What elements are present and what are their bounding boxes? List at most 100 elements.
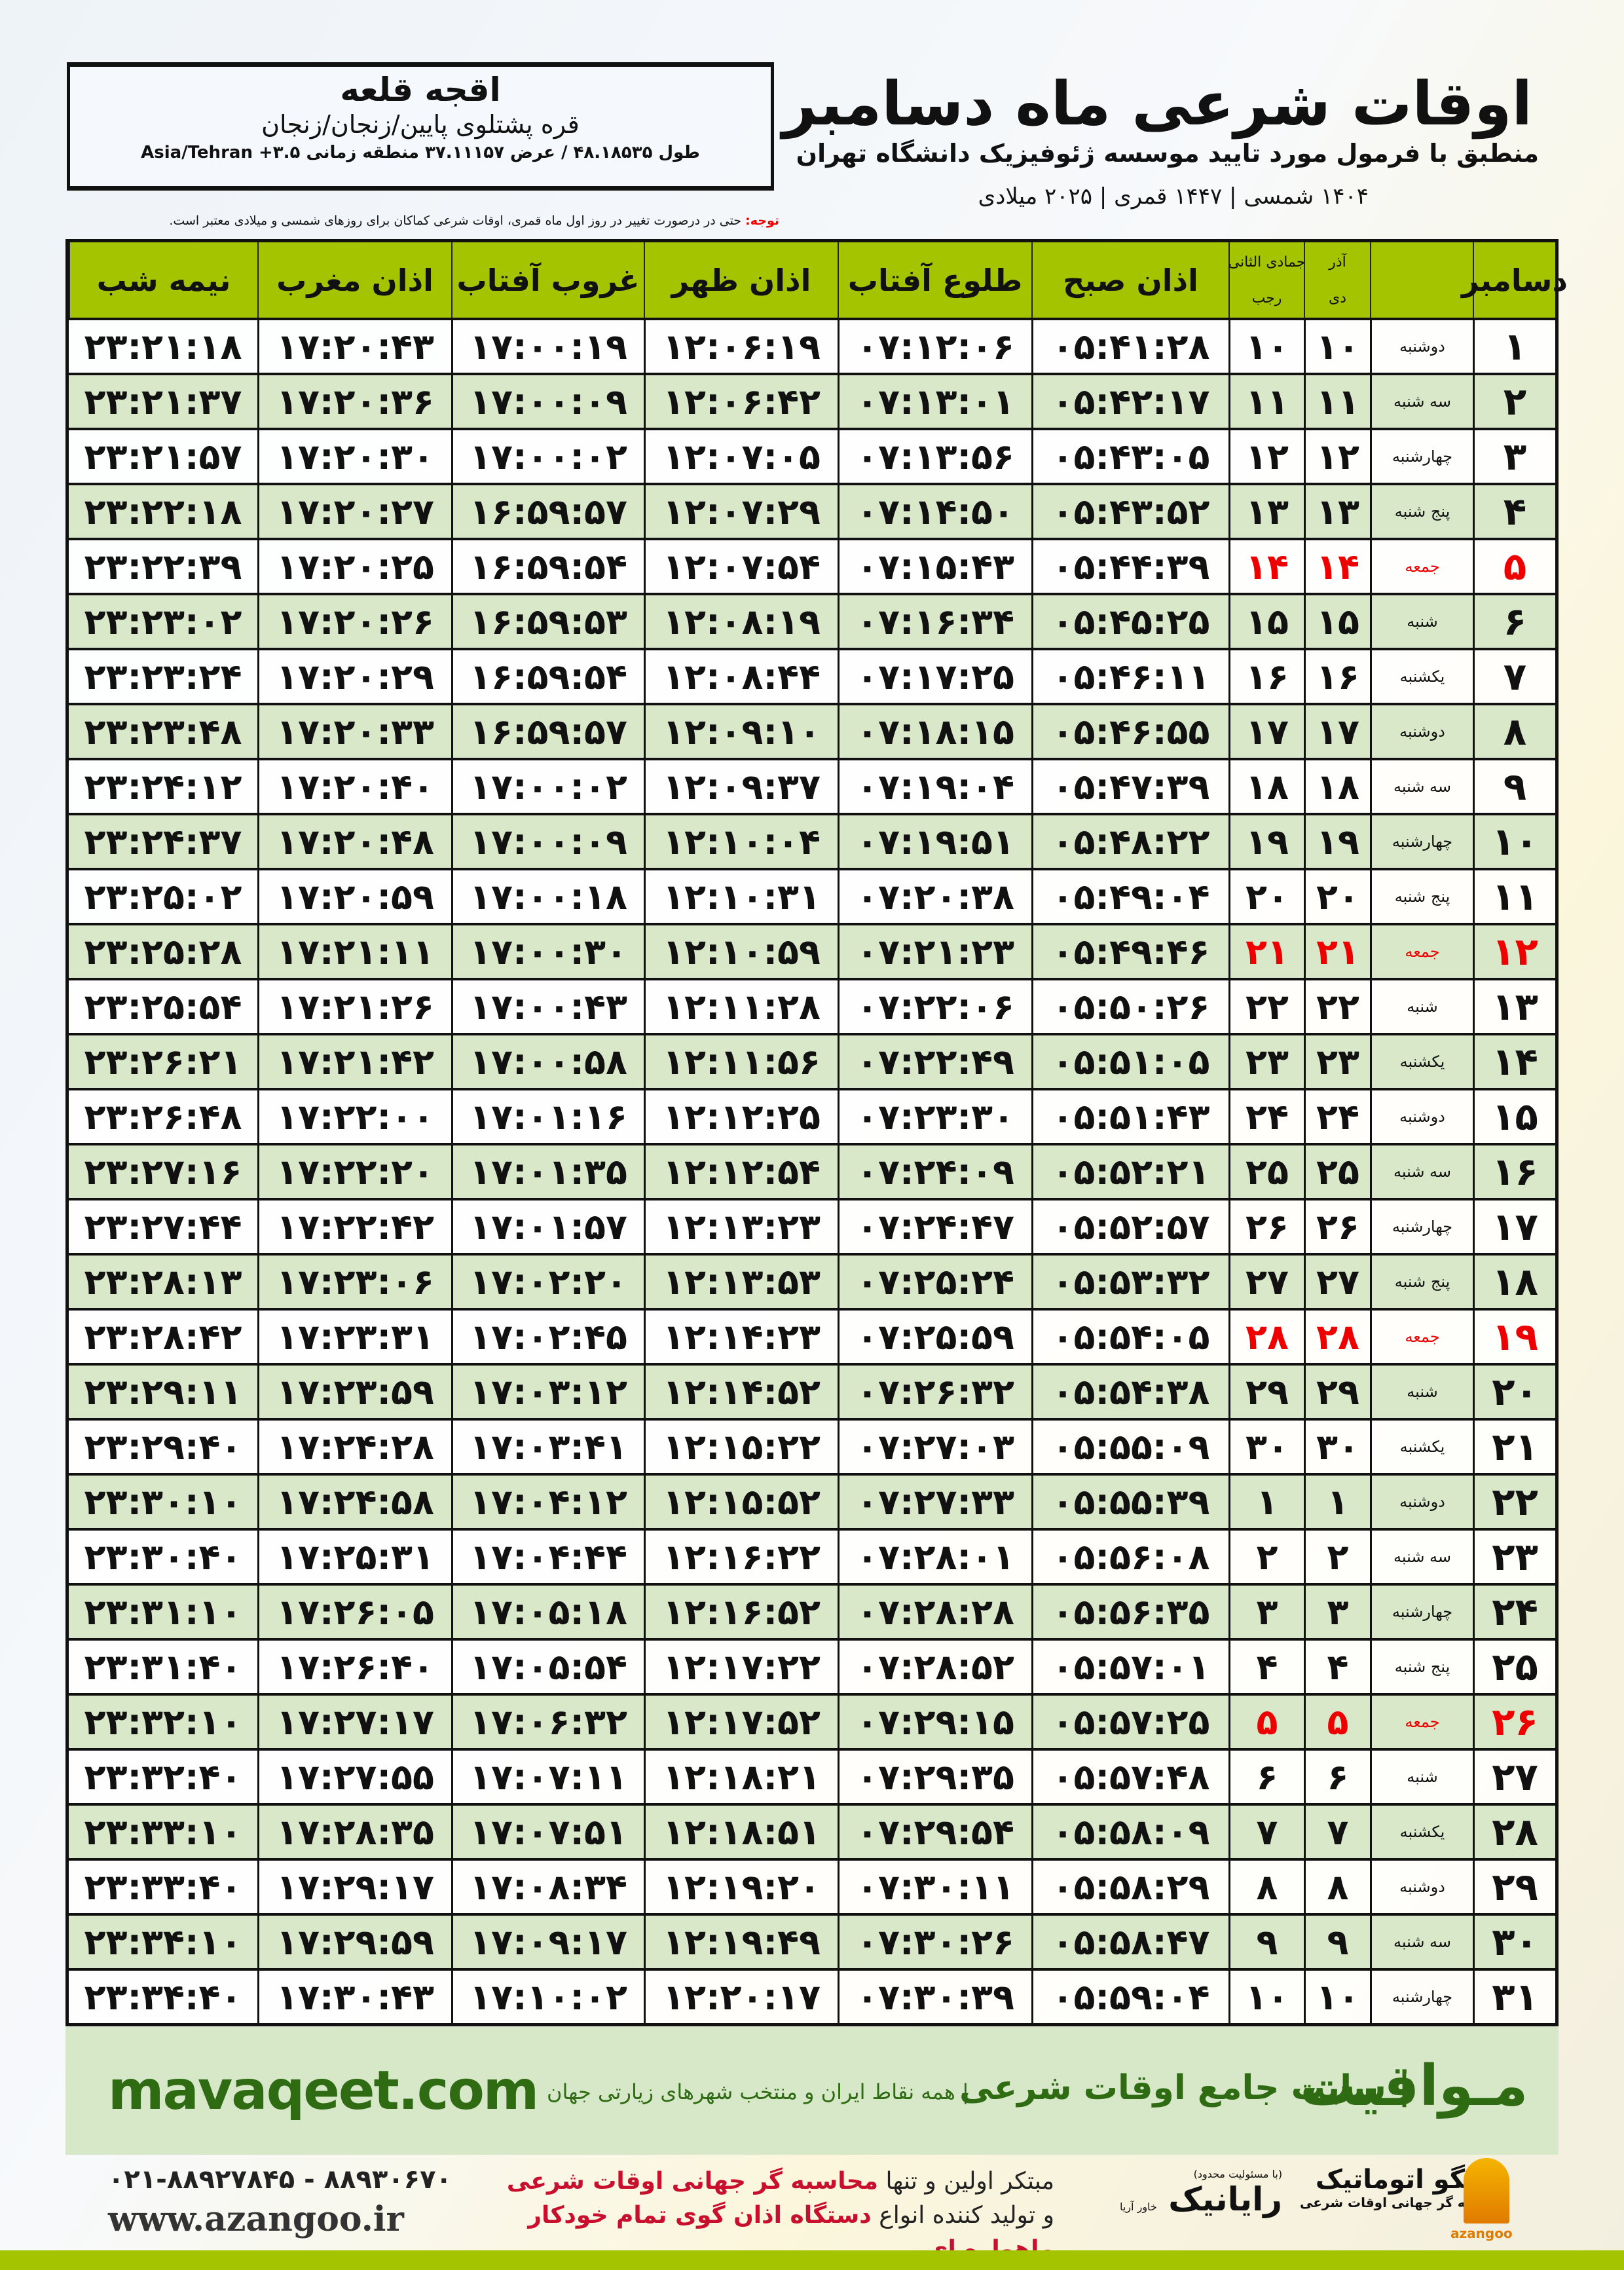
cell-dey: ۳۰ <box>1304 1421 1370 1473</box>
cell-dey: ۱۶ <box>1304 650 1370 703</box>
cell-weekday: پنج شنبه <box>1370 870 1473 923</box>
cell-dey: ۱۹ <box>1304 815 1370 868</box>
cell-maghrib: ۱۷:۲۰:۲۹ <box>257 650 451 703</box>
cell-rajab: ۱۰ <box>1228 1971 1304 2023</box>
cell-day: ۱۰ <box>1473 815 1555 868</box>
cell-dhuhr: ۱۲:۱۷:۵۲ <box>644 1696 838 1748</box>
cell-day: ۷ <box>1473 650 1555 703</box>
cell-fajr: ۰۵:۵۴:۰۵ <box>1031 1311 1228 1363</box>
cell-midnight: ۲۳:۲۸:۴۲ <box>84 1316 242 1358</box>
table-row: ۲۳ سه شنبه ۲ ۲ ۰۵:۵۶:۰۸ ۰۷:۲۸:۰۱ ۱۲:۱۶:۲۲ ۱۷:۰۴… <box>69 1528 1555 1583</box>
cell-sunset: ۱۶:۵۹:۵۴ <box>451 540 644 593</box>
cell-sunrise: ۰۷:۲۷:۰۳ <box>838 1421 1031 1473</box>
cell-weekday: دوشنبه <box>1370 1090 1473 1143</box>
cell-fajr: ۰۵:۴۳:۵۲ <box>1031 485 1228 538</box>
cell-weekday: چهارشنبه <box>1370 430 1473 483</box>
cell-sunrise: ۰۷:۳۰:۳۹ <box>838 1971 1031 2023</box>
cell-rajab: ۵ <box>1228 1696 1304 1748</box>
cell-weekday: دوشنبه <box>1370 1861 1473 1913</box>
cell-sunrise: ۰۷:۱۲:۰۶ <box>838 320 1031 373</box>
cell-day: ۳۰ <box>1473 1916 1555 1968</box>
cell-dey: ۲۲ <box>1304 980 1370 1033</box>
cell-day: ۱۲ <box>1473 925 1555 978</box>
note: توجه: حتی در درصورت تغییر در روز اول ماه… <box>65 214 779 228</box>
cell-fajr: ۰۵:۵۷:۴۸ <box>1031 1751 1228 1803</box>
banner-slogan: | سایت جامع اوقات شرعی <box>959 2068 1411 2108</box>
cell-maghrib: ۱۷:۲۰:۲۶ <box>257 595 451 648</box>
cell-midnight: ۲۳:۳۰:۱۰ <box>84 1481 242 1523</box>
table-row: ۲۴ چهارشنبه ۳ ۳ ۰۵:۵۶:۳۵ ۰۷:۲۸:۲۸ ۱۲:۱۶:۵۲ ۱۷:۰… <box>69 1583 1555 1638</box>
cell-maghrib: ۱۷:۲۰:۳۳ <box>257 705 451 758</box>
cell-dhuhr: ۱۲:۱۵:۲۲ <box>644 1421 838 1473</box>
cell-sunrise: ۰۷:۲۵:۵۹ <box>838 1311 1031 1363</box>
cell-dhuhr: ۱۲:۱۵:۵۲ <box>644 1476 838 1528</box>
cell-weekday: چهارشنبه <box>1370 1200 1473 1253</box>
table-row: ۲۲ دوشنبه ۱ ۱ ۰۵:۵۵:۳۹ ۰۷:۲۷:۳۳ ۱۲:۱۵:۵۲ ۱۷:۰۴:… <box>69 1473 1555 1528</box>
cell-fajr: ۰۵:۴۶:۵۵ <box>1031 705 1228 758</box>
cell-fajr: ۰۵:۵۲:۲۱ <box>1031 1145 1228 1198</box>
cell-dhuhr: ۱۲:۱۴:۲۳ <box>644 1311 838 1363</box>
promo-line2-highlight: دستگاه اذان گوی تمام خودکار ماهواره ای <box>528 2202 1054 2263</box>
cell-midnight: ۲۳:۲۹:۱۱ <box>84 1371 242 1413</box>
cell-midnight: ۲۳:۳۴:۱۰ <box>84 1921 242 1963</box>
cell-dey: ۲۸ <box>1304 1311 1370 1363</box>
azangoo-minaret-icon <box>1464 2158 1509 2223</box>
cell-dhuhr: ۱۲:۱۹:۴۹ <box>644 1916 838 1968</box>
azangoo-url[interactable]: www.azangoo.ir <box>108 2199 404 2239</box>
cell-dey: ۱۳ <box>1304 485 1370 538</box>
cell-sunset: ۱۷:۰۵:۱۸ <box>451 1586 644 1638</box>
site-url[interactable]: mavaqeet.com <box>108 2060 539 2122</box>
cell-maghrib: ۱۷:۲۷:۱۷ <box>257 1696 451 1748</box>
cell-sunset: ۱۷:۰۲:۴۵ <box>451 1311 644 1363</box>
table-row: ۳۰ سه شنبه ۹ ۹ ۰۵:۵۸:۴۷ ۰۷:۳۰:۲۶ ۱۲:۱۹:۴۹ ۱۷:۰۹… <box>69 1913 1555 1968</box>
cell-weekday: شنبه <box>1370 595 1473 648</box>
cell-dhuhr: ۱۲:۱۰:۳۱ <box>644 870 838 923</box>
cell-fajr: ۰۵:۵۱:۴۳ <box>1031 1090 1228 1143</box>
cell-sunrise: ۰۷:۲۰:۳۸ <box>838 870 1031 923</box>
cell-sunrise: ۰۷:۳۰:۱۱ <box>838 1861 1031 1913</box>
table-row: ۲۶ جمعه ۵ ۵ ۰۵:۵۷:۲۵ ۰۷:۲۹:۱۵ ۱۲:۱۷:۵۲ ۱۷:۰۶:۳۲… <box>69 1693 1555 1748</box>
cell-midnight: ۲۳:۲۳:۲۴ <box>84 656 242 698</box>
cell-sunset: ۱۷:۰۰:۰۹ <box>451 375 644 428</box>
cell-weekday: یکشنبه <box>1370 1421 1473 1473</box>
cell-rajab: ۱۶ <box>1228 650 1304 703</box>
cell-sunrise: ۰۷:۲۹:۵۴ <box>838 1806 1031 1858</box>
cell-maghrib: ۱۷:۲۰:۳۶ <box>257 375 451 428</box>
cell-maghrib: ۱۷:۲۰:۴۳ <box>257 320 451 373</box>
cell-day: ۵ <box>1473 540 1555 593</box>
cell-fajr: ۰۵:۵۴:۳۸ <box>1031 1366 1228 1418</box>
location-path: قره پشتلوی پایین/زنجان/زنجان <box>261 110 580 139</box>
cell-midnight: ۲۳:۲۷:۱۶ <box>84 1151 242 1193</box>
cell-weekday: شنبه <box>1370 1751 1473 1803</box>
cell-sunrise: ۰۷:۱۸:۱۵ <box>838 705 1031 758</box>
cell-weekday: پنج شنبه <box>1370 1641 1473 1693</box>
cell-sunset: ۱۷:۰۱:۵۷ <box>451 1200 644 1253</box>
cell-dey: ۲۷ <box>1304 1256 1370 1308</box>
table-row: ۳ چهارشنبه ۱۲ ۱۲ ۰۵:۴۳:۰۵ ۰۷:۱۳:۵۶ ۱۲:۰۷:۰۵ ۱۷:… <box>69 428 1555 483</box>
cell-sunrise: ۰۷:۱۵:۴۳ <box>838 540 1031 593</box>
cell-rajab: ۲۵ <box>1228 1145 1304 1198</box>
cell-maghrib: ۱۷:۲۹:۵۹ <box>257 1916 451 1968</box>
cell-sunset: ۱۷:۰۰:۴۳ <box>451 980 644 1033</box>
cell-fajr: ۰۵:۵۸:۴۷ <box>1031 1916 1228 1968</box>
cell-sunrise: ۰۷:۲۱:۲۳ <box>838 925 1031 978</box>
col-sunset: غروب آفتاب <box>451 242 644 318</box>
banner-tagline: | همه نقاط ایران و منتخب شهرهای زیارتی ج… <box>547 2079 969 2104</box>
table-row: ۱۲ جمعه ۲۱ ۲۱ ۰۵:۴۹:۴۶ ۰۷:۲۱:۲۳ ۱۲:۱۰:۵۹ ۱۷:۰۰:… <box>69 923 1555 978</box>
table-row: ۲۸ یکشنبه ۷ ۷ ۰۵:۵۸:۰۹ ۰۷:۲۹:۵۴ ۱۲:۱۸:۵۱ ۱۷:۰۷:… <box>69 1803 1555 1858</box>
cell-day: ۱۶ <box>1473 1145 1555 1198</box>
cell-dey: ۱۷ <box>1304 705 1370 758</box>
cell-dey: ۲۰ <box>1304 870 1370 923</box>
cell-maghrib: ۱۷:۲۰:۴۰ <box>257 760 451 813</box>
cell-maghrib: ۱۷:۳۰:۴۳ <box>257 1971 451 2023</box>
cell-midnight: ۲۳:۲۷:۴۴ <box>84 1206 242 1248</box>
cell-day: ۴ <box>1473 485 1555 538</box>
cell-maghrib: ۱۷:۲۶:۰۵ <box>257 1586 451 1638</box>
page-title: اوقات شرعی ماه دسامبر <box>782 69 1534 139</box>
cell-dhuhr: ۱۲:۱۹:۲۰ <box>644 1861 838 1913</box>
cell-midnight: ۲۳:۲۲:۱۸ <box>84 491 242 532</box>
cell-day: ۲۶ <box>1473 1696 1555 1748</box>
cell-maghrib: ۱۷:۲۳:۳۱ <box>257 1311 451 1363</box>
cell-sunrise: ۰۷:۲۸:۲۸ <box>838 1586 1031 1638</box>
cell-rajab: ۱۳ <box>1228 485 1304 538</box>
